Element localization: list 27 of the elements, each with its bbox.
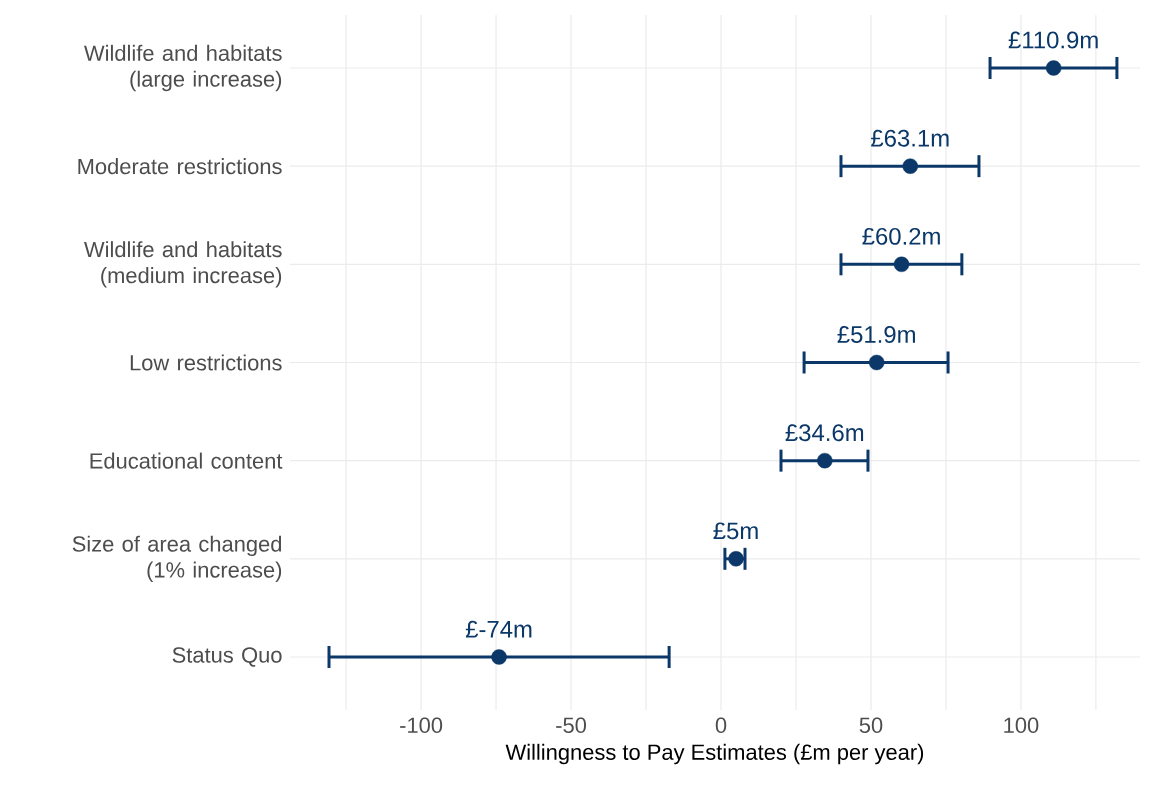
point (817, 452, 833, 469)
x-tick-label: 0 (715, 717, 727, 734)
y-tick-label: Size of area changed (1% increase) (72, 535, 282, 582)
point (1045, 60, 1062, 76)
y-tick-label: Status Quo (172, 647, 282, 667)
point (868, 354, 885, 371)
data-label: £110.9m (1008, 31, 1098, 49)
data-label: £-74m (465, 620, 532, 638)
point (491, 649, 507, 665)
data-label: £51.9m (837, 326, 915, 343)
point (902, 158, 918, 174)
data-label: £60.2m (862, 227, 940, 245)
x-axis-title: Willingness to Pay Estimates (£m per year) (505, 743, 924, 765)
y-tick-label: Moderate restrictions (78, 158, 282, 175)
y-tick-label: Low restrictions (130, 354, 282, 371)
y-tick-label: Educational content (90, 452, 283, 469)
x-tick-label: 50 (859, 717, 883, 734)
x-tick-label: -100 (400, 717, 443, 734)
y-tick-label: Wildlife and habitats (large increase) (84, 44, 282, 92)
data-label: £5m (713, 522, 758, 540)
point (893, 256, 910, 273)
data-label: £63.1m (871, 129, 949, 147)
data-label: £34.6m (785, 424, 864, 442)
y-tick-label: Wildlife and habitats (medium increase) (84, 241, 282, 288)
x-tick-label: 100 (1004, 717, 1039, 734)
point (728, 551, 744, 567)
x-tick-label: -50 (556, 717, 587, 734)
